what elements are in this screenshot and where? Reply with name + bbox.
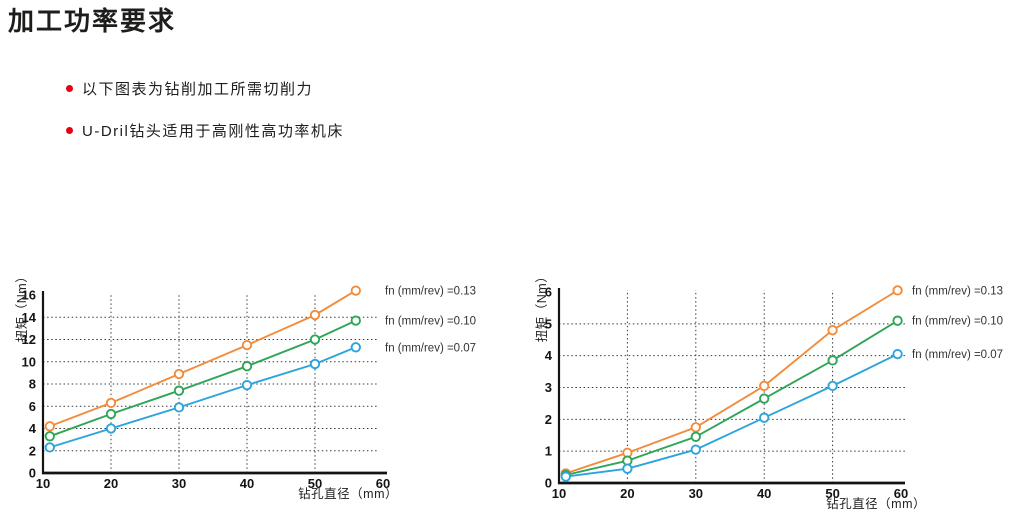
legend-label: fn (mm/rev) =0.10	[385, 316, 476, 328]
y-tick-label: 14	[22, 310, 37, 325]
data-point	[44, 442, 55, 453]
x-tick-label: 60	[894, 486, 908, 501]
bullet-icon	[66, 127, 73, 134]
legend-label: fn (mm/rev) =0.07	[912, 349, 1003, 361]
legend-label: fn (mm/rev) =0.13	[912, 285, 1003, 297]
x-tick-label: 20	[104, 476, 118, 491]
y-tick-label: 10	[22, 354, 36, 369]
y-tick-label: 1	[545, 444, 552, 459]
data-point	[173, 368, 185, 380]
data-point	[44, 421, 55, 432]
data-point	[350, 285, 361, 296]
y-tick-label: 16	[22, 288, 36, 303]
y-tick-label: 4	[545, 348, 553, 363]
x-tick-label: 30	[689, 486, 703, 501]
x-axis-label: 钻孔直径（mm）	[826, 496, 926, 511]
data-point	[892, 348, 903, 360]
bullet-item: 以下图表为钻削加工所需切削力	[66, 78, 313, 99]
data-point	[690, 444, 701, 455]
data-point	[827, 380, 838, 392]
x-tick-label: 50	[308, 476, 322, 491]
data-point	[350, 315, 361, 326]
data-point	[241, 379, 253, 391]
series-line-green	[49, 319, 357, 438]
data-point	[350, 342, 361, 353]
page-title: 加工功率要求	[8, 6, 177, 36]
x-tick-label: 40	[240, 476, 254, 491]
data-point	[690, 422, 701, 433]
y-tick-label: 0	[545, 476, 552, 491]
data-point	[827, 355, 838, 366]
legend-label: fn (mm/rev) =0.07	[385, 342, 476, 354]
x-tick-label: 50	[825, 486, 839, 501]
bullet-icon	[66, 85, 73, 92]
data-point	[892, 315, 903, 326]
x-tick-label: 40	[757, 486, 771, 501]
legend-label: fn (mm/rev) =0.13	[385, 286, 476, 298]
y-tick-label: 4	[29, 421, 37, 436]
data-point	[105, 397, 117, 409]
torque-chart-left-svg: fn (mm/rev) =0.13 fn (mm/rev) =0.10 fn (mm…	[15, 270, 476, 501]
data-point	[759, 393, 770, 404]
torque-chart-left: fn (mm/rev) =0.13 fn (mm/rev) =0.10 fn (mm…	[0, 260, 515, 512]
data-point	[44, 431, 55, 442]
y-axis-label: 扭矩（Nm）	[535, 270, 549, 342]
legend-label: fn (mm/rev) =0.10	[912, 316, 1003, 328]
y-tick-label: 8	[29, 377, 36, 392]
data-point	[759, 380, 770, 392]
data-point	[173, 402, 185, 413]
data-point	[309, 334, 321, 345]
x-tick-label: 20	[620, 486, 634, 501]
x-tick-label: 30	[172, 476, 186, 491]
data-point	[105, 408, 117, 420]
x-tick-label: 10	[36, 476, 50, 491]
series-line-orange	[49, 289, 357, 428]
y-tick-label: 5	[545, 316, 552, 331]
torque-chart-right: fn (mm/rev) =0.13 fn (mm/rev) =0.10 fn (mm…	[516, 260, 1031, 512]
data-point	[241, 361, 253, 372]
y-tick-label: 0	[29, 466, 36, 481]
bullet-text: U-Dril钻头适用于高刚性高功率机床	[82, 123, 344, 140]
series-line-orange	[565, 289, 899, 475]
data-point	[759, 412, 770, 423]
y-tick-label: 6	[545, 285, 552, 300]
series-line-blue	[565, 353, 899, 478]
bullet-text: 以下图表为钻削加工所需切削力	[82, 81, 314, 98]
data-point	[827, 325, 838, 336]
data-point	[309, 309, 321, 321]
y-tick-label: 12	[22, 332, 36, 347]
y-tick-label: 6	[29, 399, 36, 414]
data-point	[105, 423, 117, 434]
y-tick-label: 3	[545, 380, 552, 395]
series-line-blue	[49, 346, 357, 449]
series-line-green	[565, 319, 899, 476]
y-tick-label: 2	[545, 412, 552, 427]
bullet-item: U-Dril钻头适用于高刚性高功率机床	[66, 120, 344, 141]
data-point	[560, 471, 571, 482]
x-tick-label: 10	[552, 486, 566, 501]
x-axis-label: 钻孔直径（mm）	[298, 486, 398, 501]
data-point	[309, 358, 321, 370]
y-tick-label: 2	[29, 443, 36, 458]
data-point	[173, 385, 185, 396]
data-point	[690, 431, 701, 442]
data-point	[892, 285, 903, 296]
data-point	[622, 463, 633, 474]
x-tick-label: 60	[376, 476, 390, 491]
data-point	[241, 339, 253, 351]
y-axis-label: 扭矩（Nm）	[15, 270, 29, 342]
torque-chart-right-svg: fn (mm/rev) =0.13 fn (mm/rev) =0.10 fn (mm…	[535, 270, 1003, 511]
